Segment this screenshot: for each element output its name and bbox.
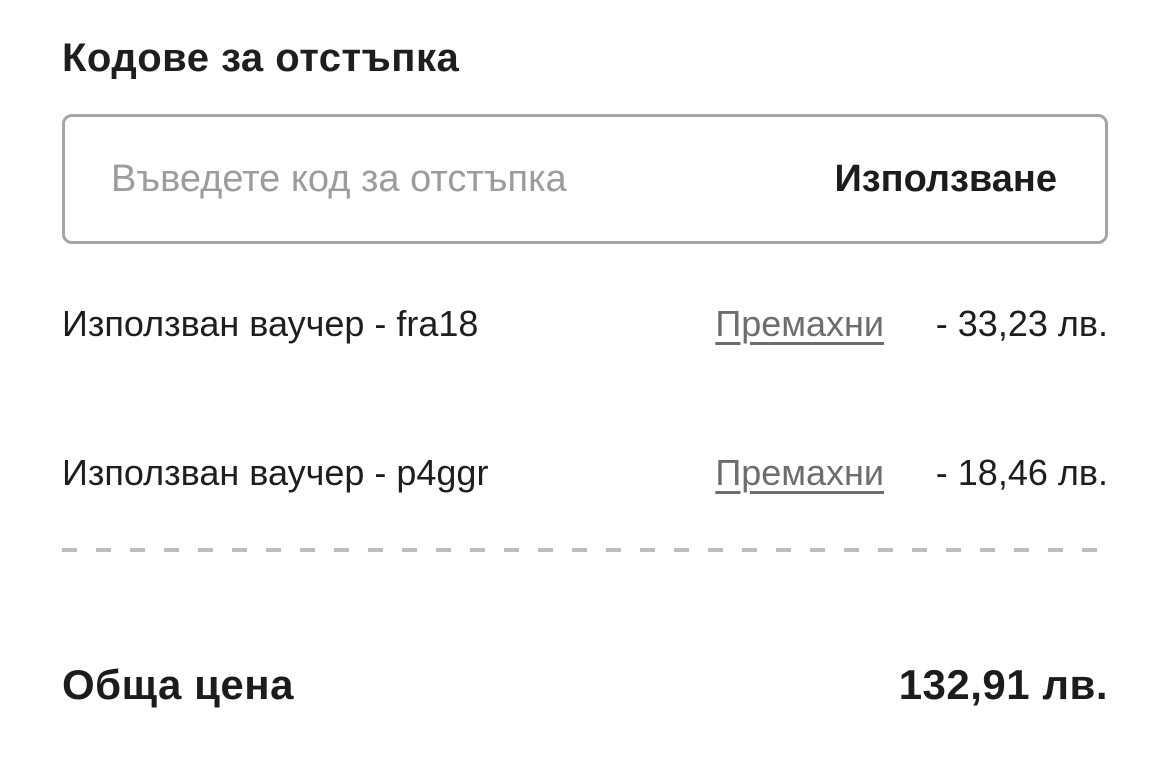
voucher-row: Използван ваучер - fra18 Премахни - 33,2… xyxy=(62,300,1108,347)
total-price-value: 132,91 лв. xyxy=(898,661,1108,708)
total-row: Обща цена 132,91 лв. xyxy=(62,660,1108,710)
voucher-label: Използван ваучер - p4ggr xyxy=(62,452,489,493)
voucher-label: Използван ваучер - fra18 xyxy=(62,303,479,344)
total-price-label: Обща цена xyxy=(62,661,294,708)
remove-voucher-link[interactable]: Премахни xyxy=(715,303,884,344)
promo-code-input[interactable] xyxy=(111,157,835,201)
dashed-divider xyxy=(62,548,1108,552)
voucher-row: Използван ваучер - p4ggr Премахни - 18,4… xyxy=(62,449,1108,496)
remove-voucher-link[interactable]: Премахни xyxy=(715,452,884,493)
voucher-amount: - 18,46 лв. xyxy=(935,452,1108,493)
page-title: Кодове за отстъпка xyxy=(62,36,460,80)
promo-code-box: Използване xyxy=(62,114,1108,244)
voucher-amount: - 33,23 лв. xyxy=(935,303,1108,344)
apply-promo-button[interactable]: Използване xyxy=(834,157,1057,200)
